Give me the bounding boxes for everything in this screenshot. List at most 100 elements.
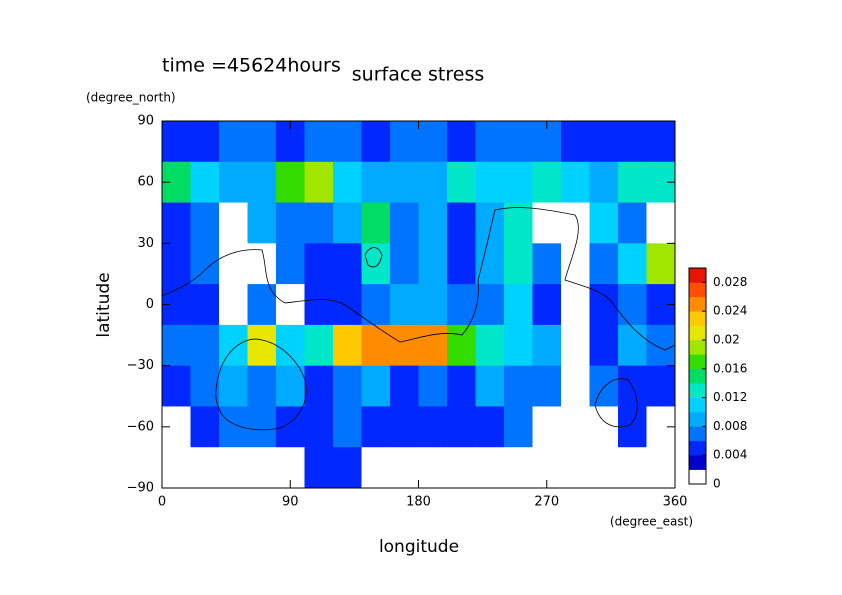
cell (561, 324, 590, 367)
x-tick-label: 0 (158, 495, 166, 510)
y-tick-label: 90 (137, 114, 154, 129)
cell (276, 365, 305, 407)
cell (219, 161, 248, 204)
cell (219, 324, 248, 367)
x-tick-label: 180 (406, 495, 431, 510)
x-unit: (degree_east) (610, 515, 693, 529)
cell (333, 121, 362, 163)
colorbar: 0 0.004 0.008 0.012 0.016 0.02 0.024 0.028 (688, 267, 747, 491)
colorbar-tick-label: 0.012 (713, 390, 747, 404)
colorbar-swatch (689, 455, 706, 470)
cell (304, 324, 334, 367)
cell (561, 406, 590, 448)
cell (532, 202, 562, 244)
cell (646, 324, 676, 367)
cell (390, 324, 419, 367)
cell (276, 161, 305, 204)
cell (418, 202, 448, 244)
cell (247, 406, 277, 448)
cell (646, 121, 676, 163)
chart-title: surface stress (352, 64, 485, 86)
cell (589, 121, 619, 163)
cell (618, 324, 647, 367)
colorbar-swatch (689, 340, 706, 355)
y-tick-label: −30 (127, 358, 154, 373)
cell (219, 121, 248, 163)
cell (361, 406, 391, 448)
cell (589, 202, 619, 244)
cell (304, 284, 334, 326)
cell (447, 121, 476, 163)
cell (418, 324, 448, 367)
cell (618, 447, 647, 489)
cell (504, 243, 533, 285)
cell (361, 324, 391, 367)
cell (333, 202, 362, 244)
cell (162, 202, 191, 244)
y-unit: (degree_north) (86, 91, 176, 105)
cell (361, 121, 391, 163)
cell (333, 284, 362, 326)
colorbar-swatch (689, 440, 706, 456)
cell (589, 243, 619, 285)
cell (447, 161, 476, 204)
cell (276, 202, 305, 244)
cell (304, 447, 334, 489)
colorbar-tick-label: 0.008 (713, 419, 747, 433)
colorbar-tick-label: 0.016 (713, 361, 747, 375)
cell (561, 202, 590, 244)
cell (333, 324, 362, 367)
cell (475, 406, 505, 448)
cell (589, 161, 619, 204)
cell (475, 121, 505, 163)
cell (390, 406, 419, 448)
cell (532, 284, 562, 326)
cell (304, 406, 334, 448)
cell (447, 447, 476, 489)
cell (532, 406, 562, 448)
cell (504, 121, 533, 163)
cell (618, 161, 647, 204)
colorbar-tick-label: 0.02 (713, 333, 740, 347)
cell (532, 324, 562, 367)
cell (162, 447, 191, 489)
cell (589, 365, 619, 407)
y-tick-label: 60 (137, 175, 154, 190)
cell (504, 447, 533, 489)
y-tick-label: −90 (127, 481, 154, 496)
cell (589, 406, 619, 448)
cell (219, 243, 248, 285)
colorbar-tick-label: 0.004 (713, 448, 747, 462)
y-tick-label: 30 (137, 236, 154, 251)
colorbar-swatch (689, 397, 706, 413)
y-axis-label: latitude (94, 272, 114, 337)
cell (247, 324, 277, 367)
cell (162, 121, 191, 163)
cell (475, 202, 505, 244)
cell (475, 243, 505, 285)
cell (361, 202, 391, 244)
cell (390, 202, 419, 244)
cell (447, 324, 476, 367)
cell (646, 202, 676, 244)
cell (247, 202, 277, 244)
cell (504, 365, 533, 407)
cell (390, 161, 419, 204)
cell (532, 243, 562, 285)
cell (333, 243, 362, 285)
cell (561, 121, 590, 163)
cell (304, 202, 334, 244)
cell (190, 202, 220, 244)
cell (333, 406, 362, 448)
cell (390, 121, 419, 163)
cell (304, 365, 334, 407)
cell (304, 243, 334, 285)
cell (219, 365, 248, 407)
cell (219, 447, 248, 489)
cell (418, 161, 448, 204)
cell (532, 161, 562, 204)
colorbar-swatch (689, 469, 706, 485)
cell (475, 365, 505, 407)
cell (504, 202, 533, 244)
